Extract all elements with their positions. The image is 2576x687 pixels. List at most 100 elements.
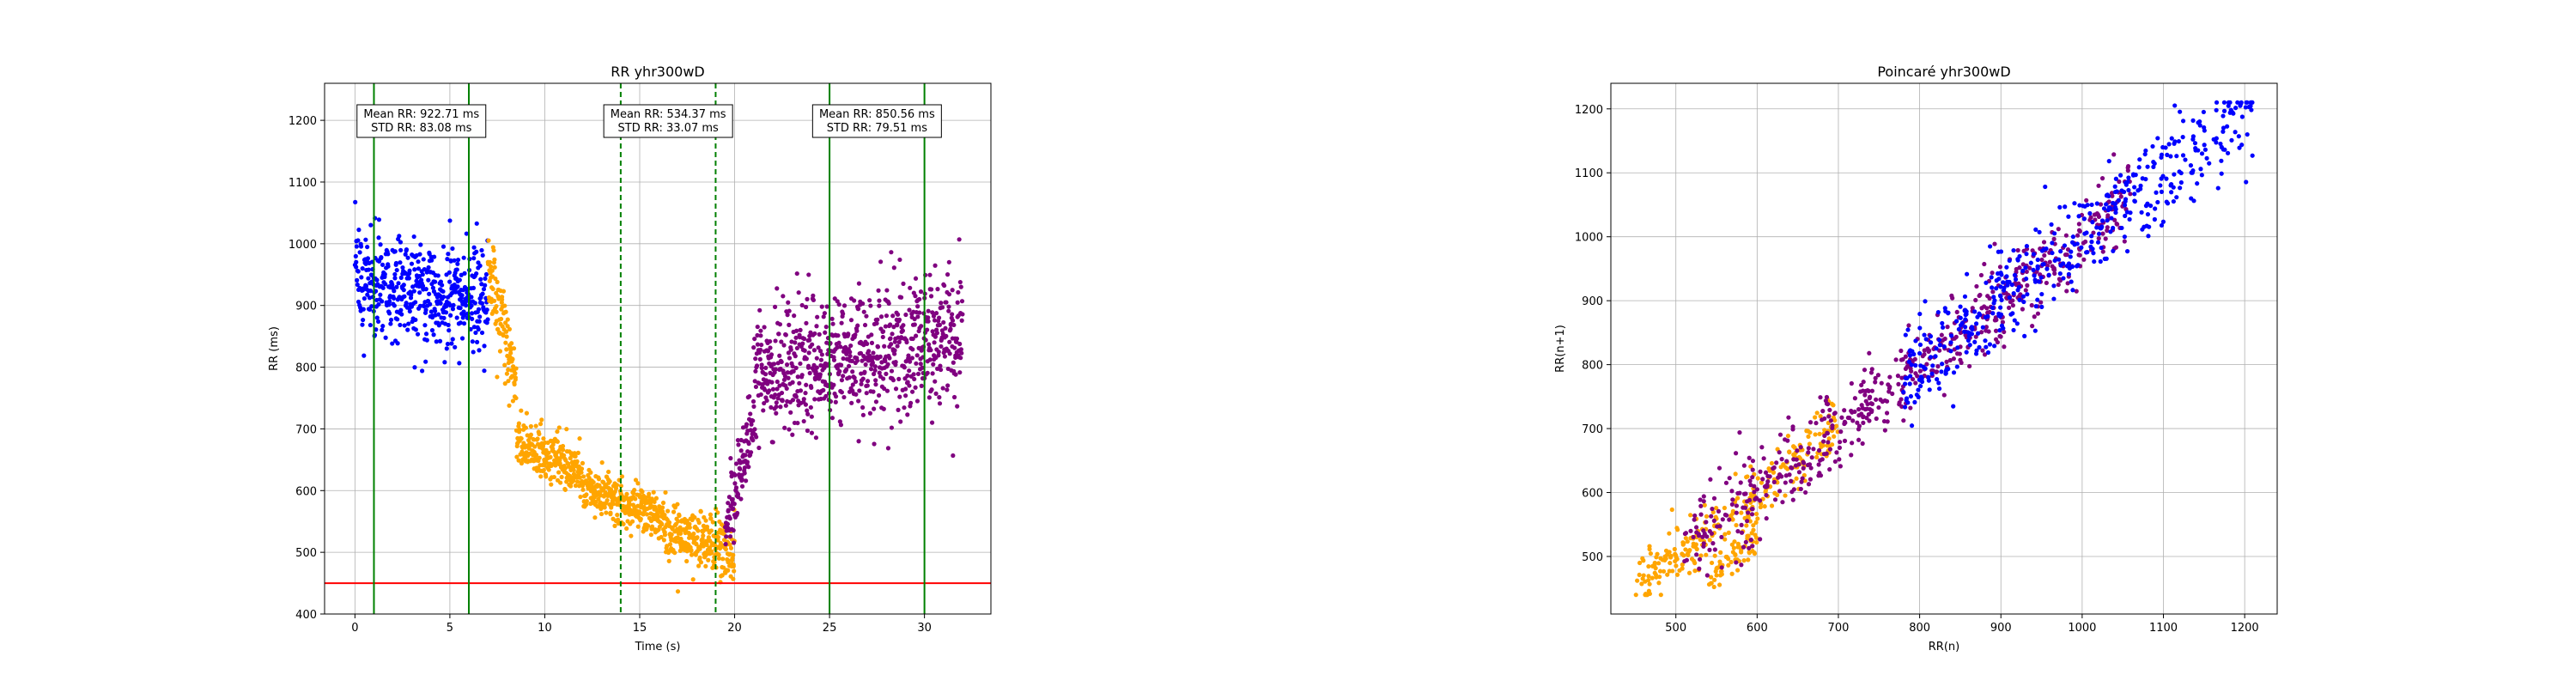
rr-point-blue [461,255,466,260]
rr-point-purple [890,313,896,319]
poincare-point-purple [1895,374,1901,379]
rr-point-orange [598,506,604,512]
poincare-point-purple [1984,306,1990,311]
rr-point-purple [939,305,945,310]
poincare-point-purple [2029,302,2034,308]
rr-point-blue [363,237,368,242]
poincare-point-purple [1754,487,1759,492]
rr-point-purple [954,336,960,341]
poincare-point-blue [2171,198,2176,204]
rr-point-purple [817,349,823,354]
poincare-point-blue [1904,398,1909,403]
rr-point-orange [580,474,586,479]
rr-point-purple [889,342,894,347]
poincare-point-orange [1662,557,1668,562]
rr-point-purple [806,272,811,277]
rr-point-purple [910,336,915,342]
poincare-point-blue [2198,167,2203,172]
poincare-point-blue [2020,294,2026,299]
poincare-point-purple [1896,381,1901,386]
rr-point-orange [506,379,511,384]
poincare-point-blue [2087,210,2093,216]
rr-point-orange [577,475,582,480]
rr-point-orange [534,453,539,458]
rr-point-purple [888,336,893,341]
poincare-point-blue [2099,245,2104,251]
rr-point-purple [762,400,767,406]
poincare-point-purple [2035,311,2041,316]
rr-point-purple [797,380,802,386]
rr-point-purple [934,331,939,336]
poincare-point-purple [1698,497,1703,502]
poincare-point-blue [2108,229,2113,234]
poincare-point-purple [2002,329,2007,335]
rr-point-purple [863,362,868,368]
rr-point-orange [723,547,728,552]
rr-point-blue [423,307,428,313]
rr-point-purple [933,334,939,339]
rr-point-blue [436,323,441,328]
poincare-point-purple [1858,389,1863,394]
rr-point-purple [911,372,916,377]
poincare-point-purple [1735,490,1741,496]
poincare-point-purple [1869,401,1875,406]
poincare-point-orange [1707,538,1712,543]
rr-point-orange [501,332,506,338]
poincare-point-purple [1839,415,1844,420]
poincare-point-blue [1998,249,2004,254]
poincare-point-blue [1928,334,1934,339]
rr-point-purple [876,392,882,398]
poincare-point-purple [1759,445,1765,450]
poincare-point-purple [1860,441,1865,447]
rr-point-purple [809,414,814,419]
rr-point-blue [375,319,381,325]
poincare-point-orange [1771,470,1777,475]
rr-point-purple [903,393,908,398]
poincare-point-orange [1733,471,1738,477]
rr-point-purple [786,300,791,305]
poincare-point-purple [1852,396,1858,401]
rr-point-purple [892,348,897,353]
rr-point-blue [449,290,455,295]
rr-point-blue [436,312,441,317]
rr-point-purple [776,331,781,337]
poincare-point-purple [1867,350,1872,356]
poincare-point-purple [1765,479,1771,484]
poincare-point-blue [1940,320,1945,326]
rr-point-purple [876,288,881,293]
rr-point-purple [739,483,745,489]
rr-point-purple [794,345,799,351]
rr-point-blue [457,361,462,366]
rr-point-purple [802,336,807,342]
rr-point-orange [584,502,589,508]
rr-point-orange [677,513,682,519]
x-axis-label: RR(n) [1929,641,1959,654]
rr-point-purple [864,391,869,396]
rr-point-purple [815,314,820,319]
poincare-point-purple [1986,329,1991,334]
rr-point-purple [774,410,779,416]
rr-point-blue [423,331,429,337]
rr-point-blue [447,328,452,333]
rr-point-blue [387,299,392,304]
poincare-point-blue [1990,305,1996,311]
poincare-point-purple [1899,357,1904,362]
poincare-point-purple [2105,225,2110,230]
rr-point-blue [367,295,373,301]
rr-point-purple [841,394,847,400]
rr-point-purple [837,368,842,374]
poincare-point-orange [1709,560,1715,566]
rr-point-purple [848,343,854,349]
poincare-point-orange [1722,537,1728,542]
rr-point-purple [775,379,780,385]
rr-point-purple [758,328,763,333]
poincare-point-blue [1997,293,2003,298]
rr-point-orange [528,423,533,429]
poincare-point-blue [2111,248,2116,253]
poincare-point-purple [1719,565,1724,570]
poincare-point-blue [2104,256,2109,261]
poincare-point-purple [1979,306,1984,311]
rr-point-blue [447,279,453,284]
rr-point-blue [413,327,418,332]
poincare-point-purple [1867,418,1872,423]
